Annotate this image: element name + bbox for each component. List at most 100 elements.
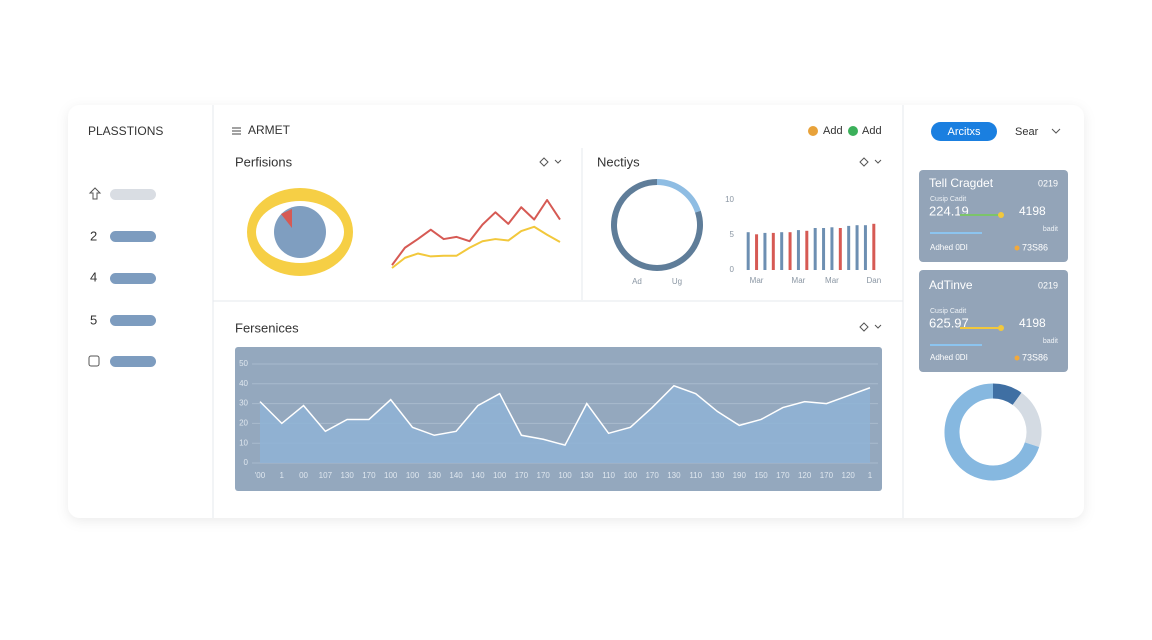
panel-menu[interactable] bbox=[859, 157, 882, 167]
x-tick-label: 120 bbox=[842, 471, 856, 480]
x-tick-label: 170 bbox=[515, 471, 529, 480]
card-secondary: 4198 bbox=[1019, 316, 1046, 330]
panel-title: Perfisions bbox=[235, 154, 293, 169]
panel-menu[interactable] bbox=[539, 157, 562, 167]
bar bbox=[805, 230, 809, 270]
x-tick-label: 120 bbox=[798, 471, 812, 480]
action[interactable]: Add bbox=[862, 125, 882, 137]
area-line bbox=[259, 384, 871, 447]
line-series bbox=[391, 225, 561, 269]
donut-segment bbox=[1012, 392, 1042, 447]
button-label[interactable]: Arcitxs bbox=[948, 126, 982, 138]
sidebar-title: PLASSTIONS bbox=[88, 124, 163, 138]
y-tick-label: 40 bbox=[239, 379, 248, 388]
y-tick-label: 10 bbox=[725, 195, 734, 204]
x-tick-label: Mar bbox=[825, 276, 839, 285]
bar bbox=[746, 232, 750, 270]
search[interactable]: Sear bbox=[1015, 126, 1039, 138]
bar bbox=[863, 225, 867, 270]
x-tick-label: 130 bbox=[580, 471, 594, 480]
nav-pill[interactable] bbox=[110, 231, 156, 242]
x-tick-label: 170 bbox=[645, 471, 659, 480]
y-tick-label: 0 bbox=[244, 458, 249, 467]
action[interactable]: Add bbox=[823, 125, 843, 137]
nav-pill[interactable] bbox=[110, 189, 156, 200]
card-caption: Cusip Cadit bbox=[930, 308, 966, 315]
x-tick-label: Mar bbox=[792, 276, 806, 285]
card-footer-value: 73S86 bbox=[1022, 352, 1048, 362]
x-tick-label: Dan bbox=[866, 276, 881, 285]
x-tick-label: 130 bbox=[711, 471, 725, 480]
card-sparkline bbox=[998, 325, 1004, 331]
y-tick-label: 20 bbox=[239, 419, 248, 428]
card-value: 625.97 bbox=[929, 315, 969, 330]
x-tick-label: 100 bbox=[558, 471, 572, 480]
panel-menu[interactable] bbox=[859, 322, 882, 332]
x-tick-label: Mar bbox=[750, 276, 764, 285]
donut-segment bbox=[611, 179, 703, 271]
nav-number[interactable]: 2 bbox=[90, 228, 97, 243]
bar bbox=[822, 228, 826, 270]
action-dot bbox=[808, 126, 818, 136]
x-tick-label: 00 bbox=[299, 471, 308, 480]
y-tick-label: 0 bbox=[730, 265, 735, 274]
panel-title: Nectiys bbox=[597, 154, 640, 169]
card-note: badit bbox=[1043, 338, 1058, 345]
eye-graphic bbox=[281, 209, 292, 228]
x-tick-label: 110 bbox=[689, 471, 702, 480]
panel-title: Fersenices bbox=[235, 320, 299, 335]
menu-icon[interactable] bbox=[232, 127, 241, 135]
chevron[interactable] bbox=[1051, 128, 1061, 134]
bar bbox=[780, 232, 784, 270]
card-title: AdTinve bbox=[929, 278, 973, 292]
donut-label: Ad bbox=[632, 277, 642, 286]
donut-segment bbox=[656, 179, 701, 213]
stat-card[interactable] bbox=[919, 270, 1068, 372]
nav-icon[interactable] bbox=[88, 187, 102, 200]
x-tick-label: 107 bbox=[319, 471, 333, 480]
x-tick-label: 170 bbox=[362, 471, 376, 480]
x-tick-label: 1 bbox=[280, 471, 285, 480]
nav-icon[interactable] bbox=[88, 355, 100, 367]
bar bbox=[813, 228, 817, 270]
x-tick-label: '00 bbox=[255, 471, 266, 480]
x-tick-label: 130 bbox=[667, 471, 681, 480]
area-fill bbox=[260, 385, 870, 463]
card-code: 0219 bbox=[1038, 178, 1058, 188]
x-tick-label: 170 bbox=[776, 471, 790, 480]
bar bbox=[796, 230, 800, 270]
y-tick-label: 30 bbox=[239, 399, 248, 408]
line-series bbox=[391, 199, 561, 266]
nav-pill[interactable] bbox=[110, 356, 156, 367]
nav-pill[interactable] bbox=[110, 273, 156, 284]
card-note: badit bbox=[1043, 226, 1058, 233]
x-tick-label: 1 bbox=[868, 471, 873, 480]
x-tick-label: 100 bbox=[493, 471, 507, 480]
y-tick-label: 50 bbox=[239, 359, 248, 368]
bar bbox=[838, 228, 842, 270]
donut-segment bbox=[992, 383, 1022, 406]
card-title: Tell Cragdet bbox=[929, 176, 994, 190]
nav-number[interactable]: 5 bbox=[90, 312, 97, 327]
x-tick-label: 140 bbox=[471, 471, 485, 480]
header-title: ARMET bbox=[248, 123, 291, 137]
nav-pill[interactable] bbox=[110, 315, 156, 326]
donut-segment bbox=[944, 383, 1040, 481]
card-dot bbox=[1014, 245, 1020, 251]
card-footer: Adhed 0DI bbox=[930, 353, 968, 362]
bar bbox=[855, 225, 859, 270]
card-caption: Cusip Cadit bbox=[930, 196, 966, 203]
bar bbox=[830, 227, 834, 270]
button[interactable] bbox=[931, 122, 997, 141]
bar bbox=[788, 232, 792, 270]
y-tick-label: 5 bbox=[730, 230, 735, 239]
y-tick-label: 10 bbox=[239, 438, 248, 447]
x-tick-label: 100 bbox=[384, 471, 398, 480]
nav-number[interactable]: 4 bbox=[90, 269, 97, 284]
x-tick-label: 190 bbox=[733, 471, 747, 480]
card-code: 0219 bbox=[1038, 280, 1058, 290]
x-tick-label: 100 bbox=[624, 471, 638, 480]
card-dot bbox=[1014, 355, 1020, 361]
bar bbox=[763, 232, 767, 270]
